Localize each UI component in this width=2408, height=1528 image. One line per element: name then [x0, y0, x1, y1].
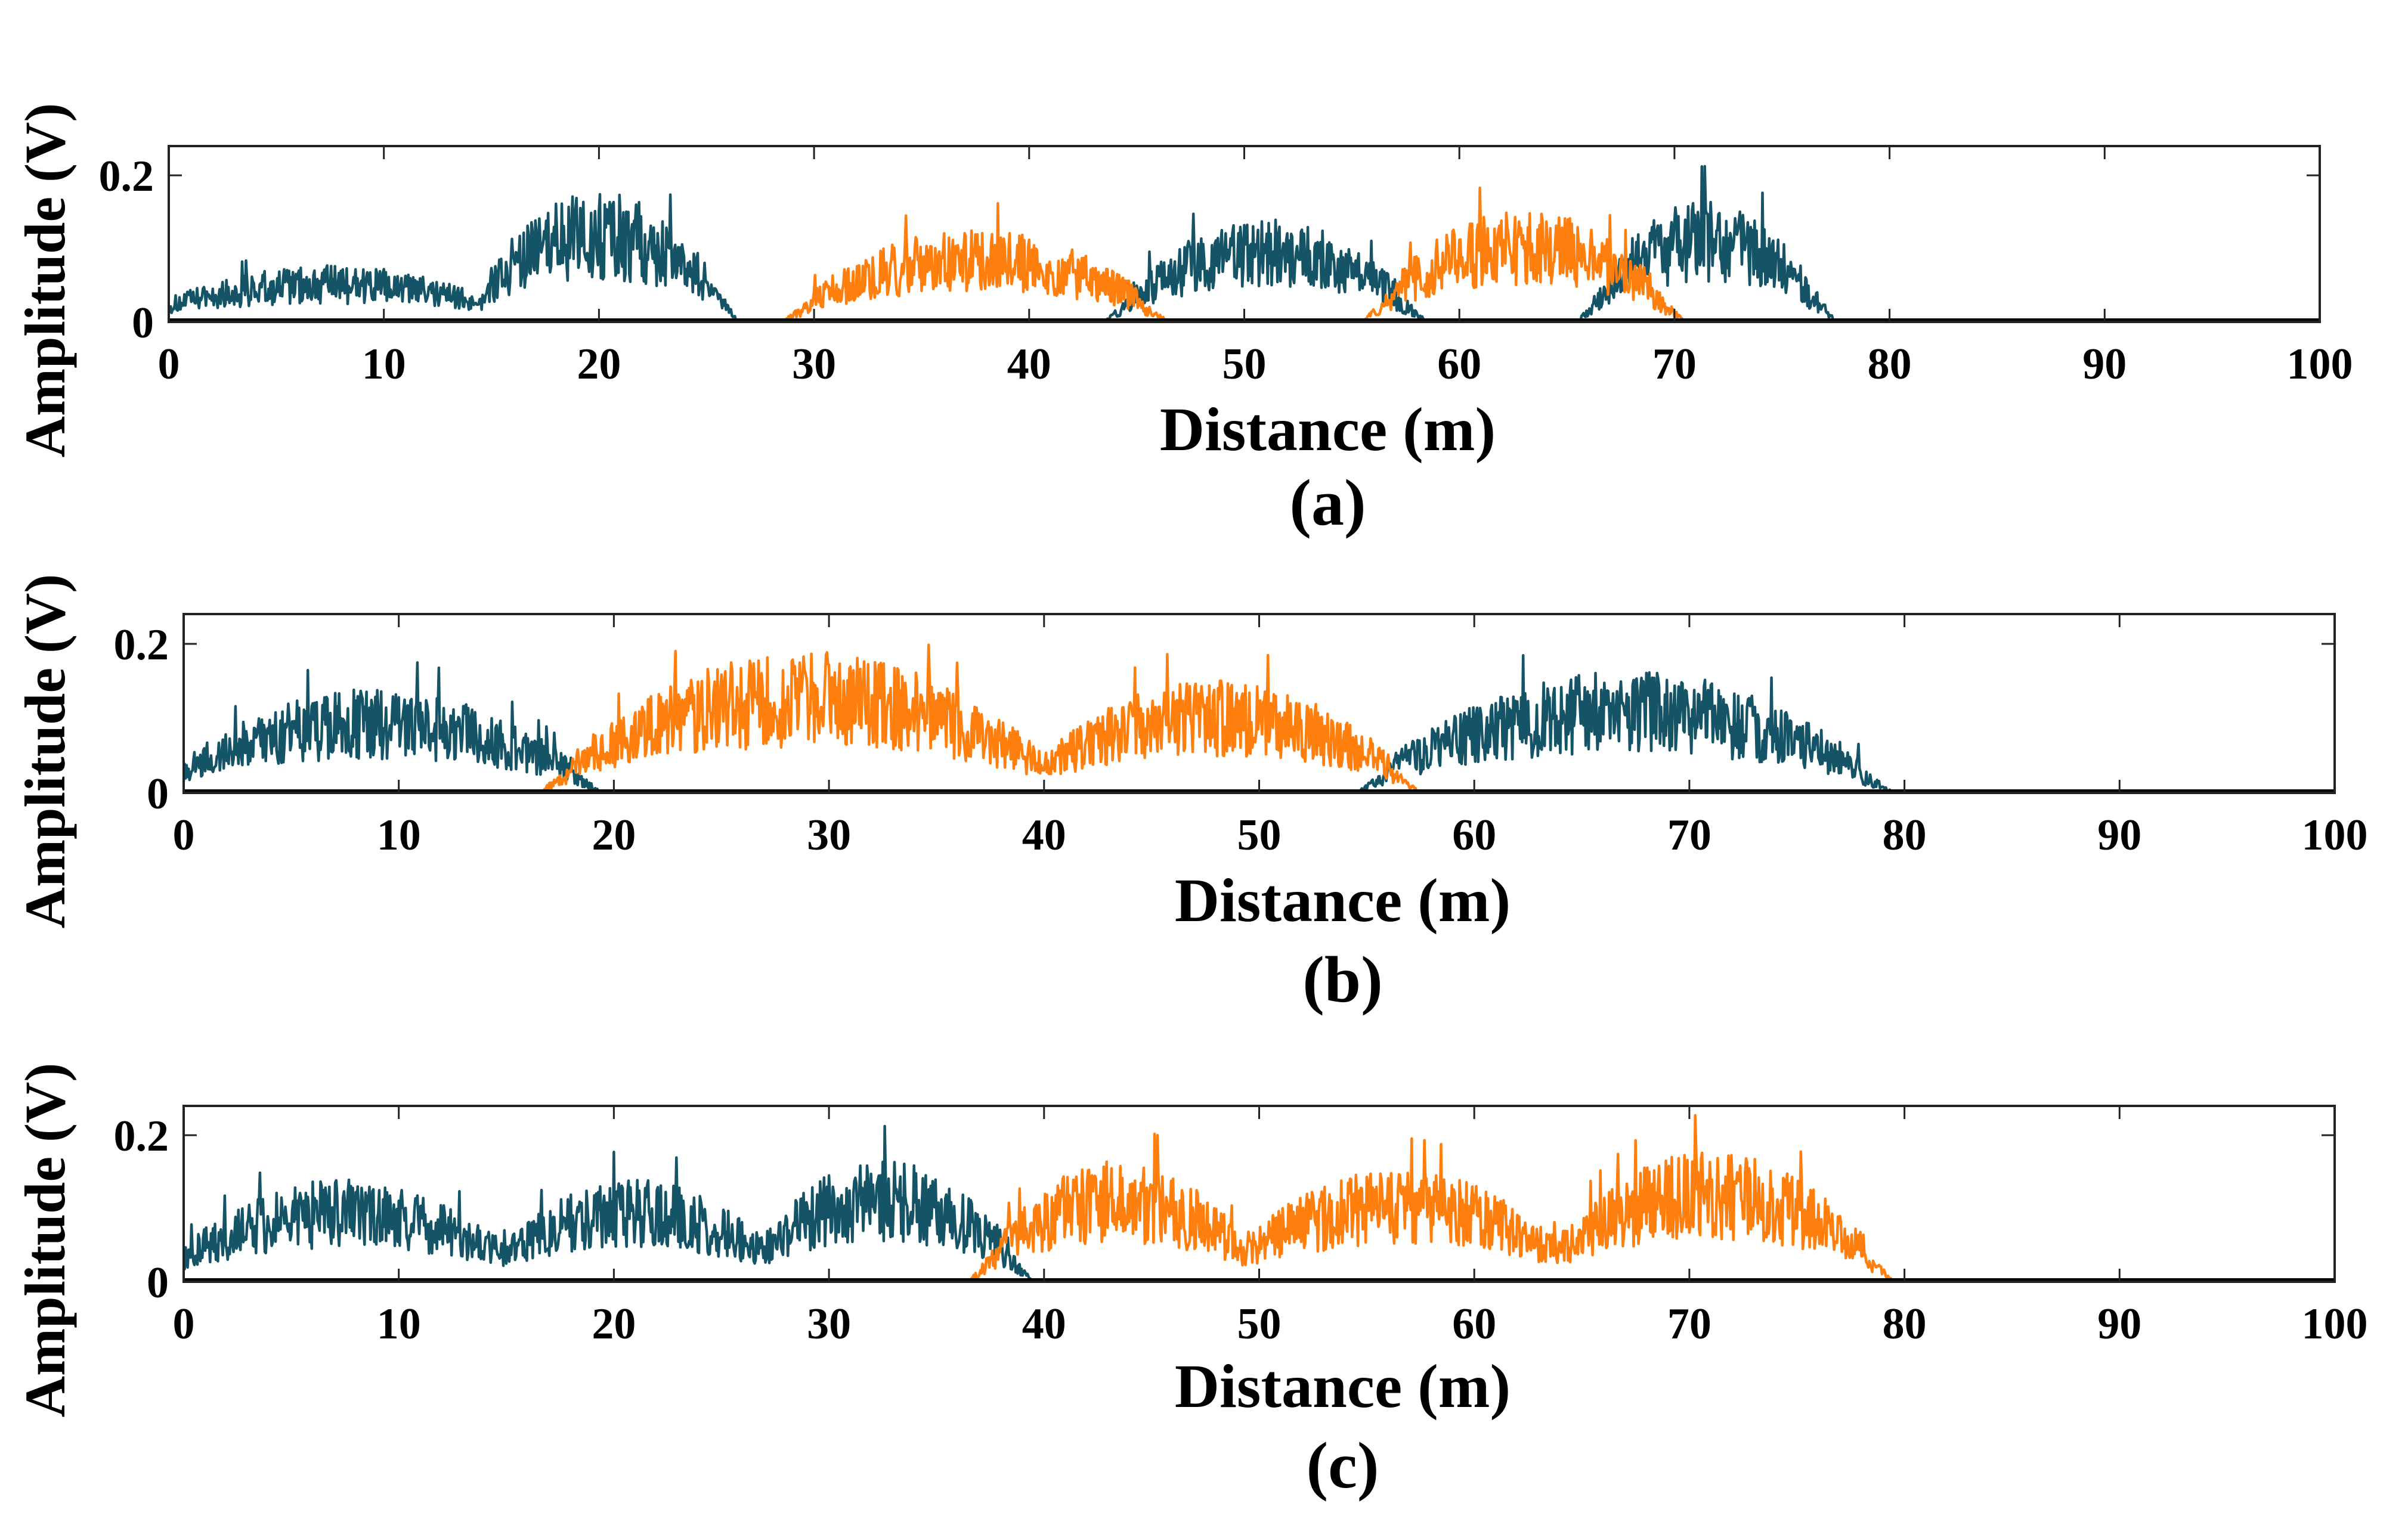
x-tick-label: 0	[173, 1300, 195, 1349]
x-tick-label: 90	[2082, 340, 2127, 389]
series-line-1	[169, 165, 2320, 322]
x-tick-label: 30	[807, 811, 851, 860]
y-axis-label: Amplitude (V)	[13, 103, 77, 458]
x-tick-label: 30	[792, 340, 836, 389]
x-tick-label: 0	[173, 811, 195, 860]
panel-label: (c)	[1306, 1429, 1379, 1502]
panel-2: 0 10 20 30 40 50 60 70 80 90 100 0 0.2 Amplitude (V) D…	[13, 574, 2368, 1016]
x-axis-label: Distance (m)	[1175, 1352, 1511, 1421]
x-tick-label: 100	[2302, 1300, 2368, 1349]
x-tick-label: 30	[807, 1300, 851, 1349]
y-axis-label: Amplitude (V)	[13, 574, 77, 929]
x-tick-label: 50	[1237, 811, 1282, 860]
series-group	[184, 643, 2335, 793]
panel-1: 0 10 20 30 40 50 60 70 80 90 100 0 0.2 Amplitude (V) D…	[13, 103, 2353, 539]
x-axis-label: Distance (m)	[1160, 395, 1496, 464]
panel-label: (a)	[1289, 466, 1366, 539]
y-tick-label: 0.2	[99, 152, 154, 201]
x-tick-label: 80	[1883, 1300, 1927, 1349]
series-group	[169, 165, 2320, 322]
panel-3: 0 10 20 30 40 50 60 70 80 90 100 0 0.2 Amplitude (V) D…	[13, 1063, 2368, 1502]
y-tick-label: 0.2	[114, 621, 169, 670]
x-tick-label: 90	[2097, 1300, 2141, 1349]
y-tick-label: 0	[147, 1259, 169, 1307]
x-tick-label: 20	[577, 340, 621, 389]
x-tick-label: 40	[1022, 811, 1066, 860]
y-tick-label: 0	[132, 299, 154, 348]
x-tick-label: 80	[1883, 811, 1927, 860]
x-tick-label: 100	[2287, 340, 2353, 389]
series-group	[184, 1114, 2335, 1282]
x-tick-label: 70	[1652, 340, 1697, 389]
x-tick-label: 20	[592, 811, 636, 860]
y-tick-label: 0.2	[114, 1112, 169, 1161]
panel-label: (b)	[1302, 943, 1382, 1016]
x-tick-label: 10	[377, 811, 421, 860]
x-tick-label: 90	[2097, 811, 2141, 860]
x-axis-label: Distance (m)	[1175, 866, 1511, 935]
x-tick-label: 10	[362, 340, 406, 389]
x-tick-label: 50	[1237, 1300, 1282, 1349]
y-axis-label: Amplitude (V)	[13, 1063, 77, 1418]
x-tick-label: 60	[1437, 340, 1481, 389]
x-tick-label: 100	[2302, 811, 2368, 860]
x-tick-label: 40	[1007, 340, 1051, 389]
x-tick-label: 40	[1022, 1300, 1066, 1349]
x-tick-label: 0	[158, 340, 180, 389]
y-tick-label: 0	[147, 770, 169, 819]
x-tick-label: 70	[1667, 811, 1711, 860]
x-tick-label: 60	[1452, 1300, 1496, 1349]
x-tick-label: 80	[1868, 340, 1912, 389]
x-tick-label: 50	[1222, 340, 1267, 389]
x-tick-label: 10	[377, 1300, 421, 1349]
x-tick-label: 20	[592, 1300, 636, 1349]
x-tick-label: 60	[1452, 811, 1496, 860]
series-line-1	[184, 1124, 2335, 1282]
x-tick-label: 70	[1667, 1300, 1711, 1349]
